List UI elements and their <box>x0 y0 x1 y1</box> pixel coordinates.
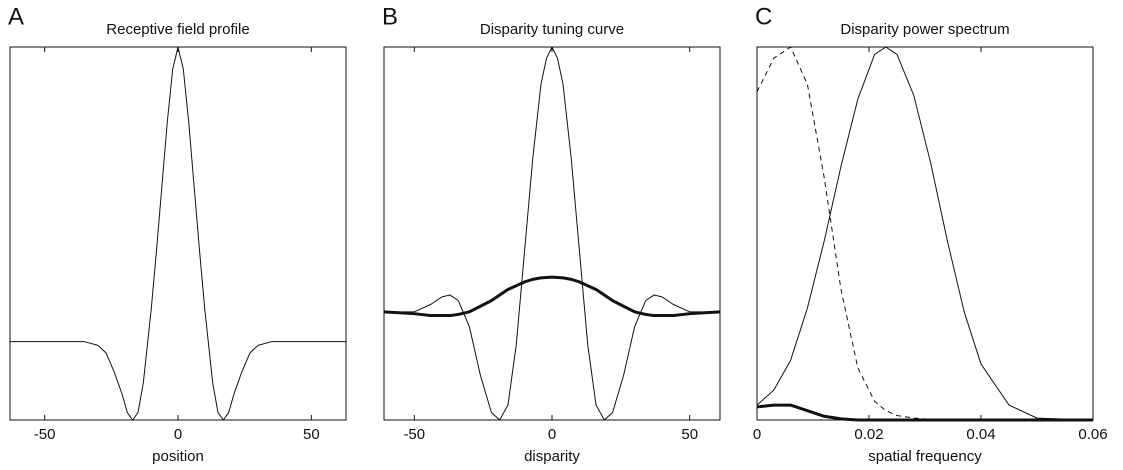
x-tick-label: 50 <box>303 426 320 443</box>
chart-title: Disparity power spectrum <box>840 21 1009 38</box>
curve <box>756 46 1094 421</box>
x-axis-label: disparity <box>524 448 580 465</box>
chart-title: Disparity tuning curve <box>480 21 624 38</box>
panel-letter: C <box>755 3 772 30</box>
chart-title: Receptive field profile <box>106 21 249 38</box>
x-tick-label: 0 <box>753 426 761 443</box>
plot-frame <box>756 46 1094 421</box>
curve <box>756 403 1093 422</box>
curve <box>10 46 346 421</box>
x-axis-label: spatial frequency <box>868 448 982 465</box>
curve <box>383 275 721 318</box>
panel-letter: B <box>382 3 398 30</box>
x-tick-label: 0 <box>174 426 182 443</box>
panel-letter: A <box>8 3 24 30</box>
curve <box>756 46 1093 421</box>
curve <box>384 46 720 421</box>
x-tick-label: 0.06 <box>1078 426 1107 443</box>
x-axis-label: position <box>152 448 204 465</box>
x-tick-label: 0 <box>548 426 556 443</box>
x-tick-label: 0.04 <box>966 426 995 443</box>
plot-frame <box>383 46 721 421</box>
x-tick-label: 50 <box>681 426 698 443</box>
x-tick-label: 0.02 <box>854 426 883 443</box>
x-tick-label: -50 <box>34 426 56 443</box>
plot-frame <box>9 46 347 421</box>
x-tick-label: -50 <box>403 426 425 443</box>
